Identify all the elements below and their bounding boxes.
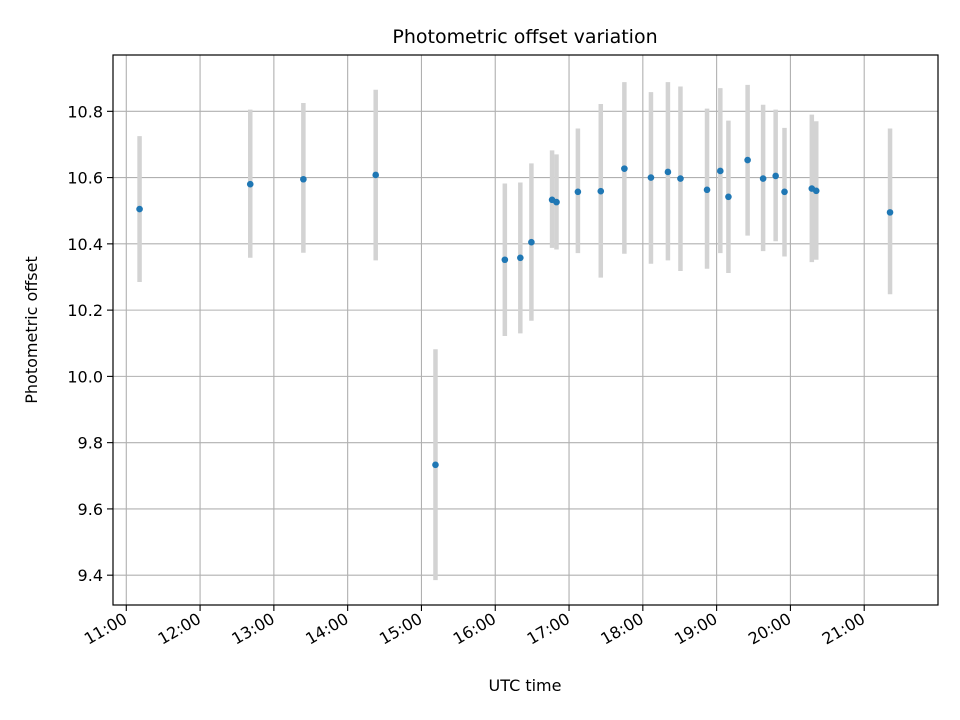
y-tick-label: 10.6 (67, 169, 103, 188)
data-point (677, 175, 684, 182)
data-point (372, 171, 380, 179)
data-point (717, 167, 724, 175)
data-point (744, 156, 751, 164)
data-point (781, 188, 788, 196)
data-point (300, 175, 307, 183)
data-point (647, 174, 655, 181)
grid (113, 55, 938, 605)
data-point (501, 256, 509, 264)
plot-frame (112, 54, 939, 606)
data-point (664, 168, 672, 176)
y-tick-label: 10.2 (67, 301, 103, 320)
data-point (759, 175, 767, 182)
x-axis-label: UTC time (489, 676, 562, 695)
data-points (136, 156, 894, 469)
y-axis-ticks: 9.4 9.6 9.8 10.0 10.2 10.4 10.6 10.8 (67, 102, 113, 585)
chart-title: Photometric offset variation (392, 26, 657, 48)
data-point (553, 198, 560, 206)
data-point (886, 209, 894, 216)
data-point (432, 461, 439, 469)
y-tick-label: 9.4 (78, 566, 103, 585)
y-tick-label: 10.8 (67, 102, 103, 121)
data-point (136, 205, 143, 213)
data-point (597, 187, 605, 195)
y-tick-label: 10.4 (67, 235, 103, 254)
data-point (812, 187, 820, 195)
data-point (246, 180, 254, 188)
data-point (574, 188, 582, 196)
data-point (725, 193, 732, 201)
data-point (517, 254, 524, 262)
data-point (772, 172, 779, 180)
y-tick-label: 9.6 (78, 500, 103, 519)
data-point (528, 238, 535, 246)
y-tick-label: 9.8 (78, 434, 103, 453)
y-tick-label: 10.0 (67, 367, 103, 386)
y-axis-label: Photometric offset (22, 256, 41, 404)
data-point (621, 165, 628, 172)
data-point (703, 186, 711, 194)
